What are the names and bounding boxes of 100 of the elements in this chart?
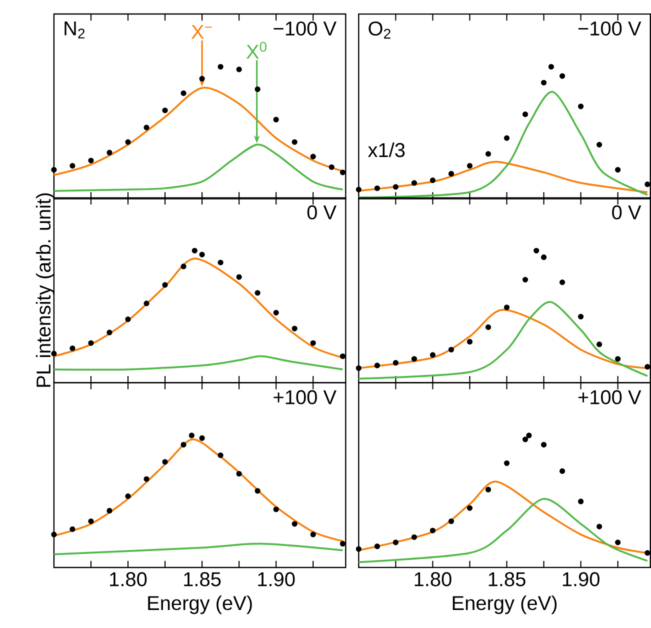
point: [485, 486, 492, 492]
point: [162, 458, 168, 464]
chart-title: 0 V: [307, 205, 336, 220]
point: [374, 185, 380, 191]
point: [310, 531, 316, 538]
point: [356, 186, 362, 192]
point: [273, 310, 279, 316]
chart-title: +100 V: [578, 390, 642, 404]
chart-title: +100 V: [274, 390, 336, 404]
point: [615, 356, 621, 362]
point: [180, 90, 186, 96]
point: [340, 353, 346, 359]
point: [88, 158, 94, 164]
x-tick-label: 1.80: [414, 572, 452, 586]
point: [254, 86, 260, 92]
point: [392, 539, 398, 545]
point: [144, 300, 150, 306]
point: [504, 304, 510, 310]
point: [70, 162, 76, 168]
point: [51, 531, 57, 538]
point: [192, 248, 198, 254]
point: [340, 540, 346, 546]
point: [534, 248, 540, 254]
point: [596, 142, 602, 148]
point: [578, 103, 584, 109]
point: [180, 263, 186, 270]
point: [199, 76, 205, 82]
point: [88, 340, 94, 346]
point: [466, 338, 473, 344]
point: [559, 73, 566, 79]
point: [292, 326, 298, 332]
point: [448, 346, 454, 352]
point: [615, 166, 621, 172]
point: [292, 520, 298, 527]
point: [448, 518, 454, 524]
text: O$_{2}$: [368, 21, 390, 38]
point: [540, 254, 547, 260]
x-axis-title: Energy (eV): [148, 595, 252, 614]
point: [596, 524, 602, 530]
point: [273, 506, 279, 512]
point: [540, 442, 547, 448]
point: [70, 526, 76, 532]
point: [328, 164, 334, 170]
point: [236, 274, 242, 280]
point: [504, 135, 510, 141]
text: N$_{2}$: [64, 21, 85, 38]
point: [236, 66, 242, 72]
point: [411, 356, 418, 362]
point: [615, 539, 621, 545]
point: [125, 139, 131, 145]
text: X$^{0}$: [246, 42, 266, 58]
point: [254, 488, 260, 494]
point: [125, 493, 131, 499]
point: [254, 290, 260, 296]
chart-title: 0 V: [612, 205, 642, 220]
point: [526, 432, 532, 438]
annotation: x1/3: [368, 142, 405, 157]
text: X$^{−}$: [191, 24, 212, 39]
point: [485, 150, 492, 157]
point: [466, 505, 473, 511]
point: [559, 279, 566, 285]
point: [144, 124, 150, 130]
point: [596, 341, 602, 347]
point: [106, 508, 112, 514]
point: [236, 470, 242, 476]
point: [504, 460, 510, 466]
point: [374, 543, 380, 549]
point: [106, 150, 112, 156]
point: [430, 528, 436, 534]
point: [292, 139, 298, 145]
point: [578, 314, 584, 320]
point: [273, 116, 279, 122]
x-tick-label: 1.85: [184, 572, 221, 586]
point: [162, 107, 168, 113]
point: [310, 154, 316, 160]
point: [144, 476, 150, 482]
point: [374, 362, 380, 368]
y-axis-title: PL intensity (arb. unit): [36, 193, 55, 386]
x-tick-label: 1.85: [488, 572, 526, 586]
point: [51, 166, 57, 172]
point: [411, 534, 418, 540]
point: [430, 177, 436, 183]
point: [466, 162, 473, 168]
point: [430, 352, 436, 358]
point: [218, 452, 224, 458]
point: [310, 340, 316, 346]
point: [548, 64, 554, 70]
point: [559, 468, 566, 474]
point: [411, 180, 418, 186]
point: [180, 442, 186, 448]
x-axis-title: Energy (eV): [452, 595, 557, 614]
chart-title: −100 V: [578, 21, 642, 36]
point: [162, 282, 168, 288]
point: [540, 80, 547, 86]
point: [218, 64, 224, 70]
point: [485, 324, 492, 330]
x-tick-label: 1.90: [258, 572, 295, 586]
point: [578, 498, 584, 504]
x-tick-label: 1.80: [110, 572, 147, 586]
point: [340, 169, 346, 176]
